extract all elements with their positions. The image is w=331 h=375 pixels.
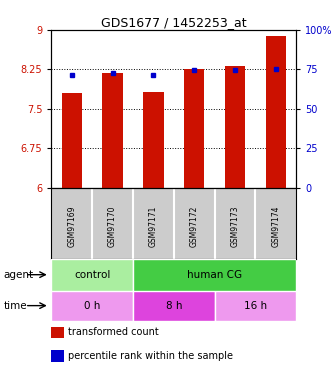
Text: GSM97169: GSM97169: [67, 206, 76, 248]
Text: GSM97174: GSM97174: [271, 206, 280, 248]
Bar: [214, 291, 296, 321]
Text: transformed count: transformed count: [69, 327, 159, 338]
Bar: [51, 350, 64, 362]
Text: GSM97171: GSM97171: [149, 206, 158, 248]
Bar: [143, 92, 164, 188]
Text: GSM97170: GSM97170: [108, 206, 117, 248]
Bar: [184, 69, 204, 188]
Text: time: time: [3, 301, 27, 310]
Bar: [51, 259, 133, 291]
Bar: [102, 72, 123, 188]
Text: agent: agent: [3, 270, 33, 280]
Text: percentile rank within the sample: percentile rank within the sample: [69, 351, 233, 361]
Text: human CG: human CG: [187, 270, 242, 280]
Text: 8 h: 8 h: [166, 301, 182, 310]
Title: GDS1677 / 1452253_at: GDS1677 / 1452253_at: [101, 16, 247, 29]
Text: 0 h: 0 h: [84, 301, 100, 310]
Bar: [133, 291, 214, 321]
Bar: [51, 291, 133, 321]
Text: GSM97173: GSM97173: [230, 206, 240, 248]
Bar: [265, 36, 286, 188]
Bar: [51, 327, 64, 338]
Text: GSM97172: GSM97172: [190, 206, 199, 248]
Bar: [62, 93, 82, 188]
Bar: [225, 66, 245, 188]
Bar: [133, 259, 296, 291]
Text: control: control: [74, 270, 110, 280]
Text: 16 h: 16 h: [244, 301, 267, 310]
